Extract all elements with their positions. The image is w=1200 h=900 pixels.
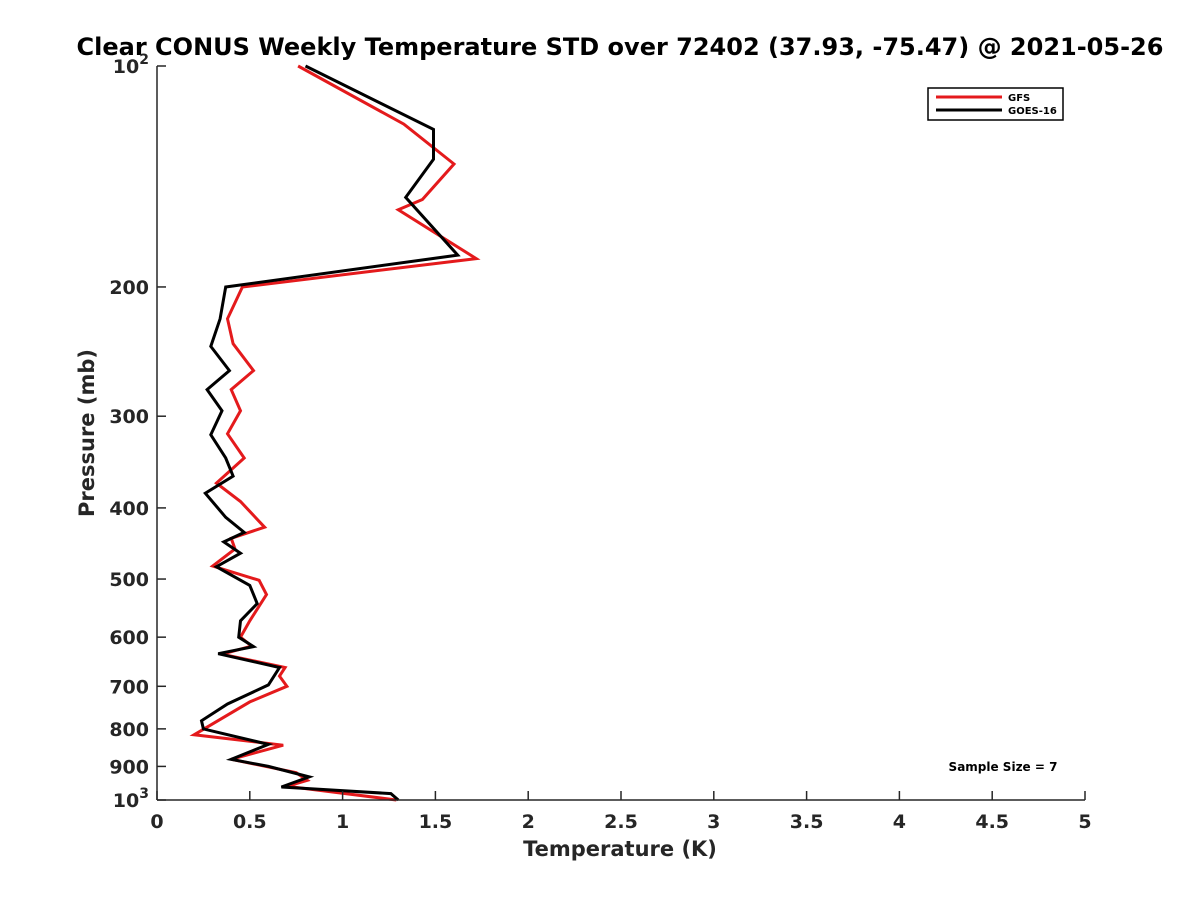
ticks: 0 0.5 1 1.5 2 2.5 3 3.5 4 4.5 5 102 200 300 400 500 600 7… [109,52,1091,833]
x-tick-label: 4 [893,811,906,833]
series-lines [189,64,481,802]
x-tick-label: 0.5 [233,811,267,833]
y-tick-label: 500 [109,569,149,591]
y-tick-label: 300 [109,406,149,428]
x-tick-label: 3.5 [790,811,824,833]
x-tick-label: 3 [707,811,720,833]
axes [156,66,1085,801]
legend: GFS GOES-16 [927,87,1064,121]
chart-title: Clear CONUS Weekly Temperature STD over … [77,33,1164,61]
legend-label-gfs: GFS [1008,93,1030,104]
x-tick-label: 5 [1078,811,1091,833]
y-tick-label: 400 [109,498,149,520]
legend-label-goes16: GOES-16 [1008,106,1057,117]
x-tick-label: 2.5 [604,811,638,833]
y-tick-label: 900 [109,756,149,778]
x-tick-label: 4.5 [975,811,1009,833]
y-tick-label: 700 [109,676,149,698]
x-tick-label: 2 [522,811,535,833]
x-tick-label: 0 [150,811,163,833]
y-tick-label: 103 [113,786,149,812]
y-axis-label: Pressure (mb) [75,349,99,517]
series-line-gfs [189,64,481,802]
legend-box [927,87,1064,121]
y-tick-label: 200 [109,277,149,299]
x-tick-label: 1 [336,811,349,833]
y-tick-label: 102 [113,52,149,78]
x-tick-label: 1.5 [419,811,453,833]
x-axis-label: Temperature (K) [523,837,717,861]
y-tick-label: 600 [109,627,149,649]
series-line-goes16 [199,64,461,802]
y-tick-label: 800 [109,719,149,741]
sample-size-annotation: Sample Size = 7 [949,760,1058,774]
